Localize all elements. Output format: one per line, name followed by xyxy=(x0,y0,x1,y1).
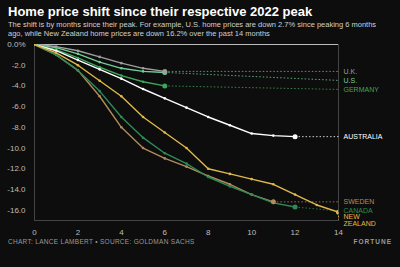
svg-text:0: 0 xyxy=(32,228,37,237)
svg-text:GERMANY: GERMANY xyxy=(344,86,380,93)
svg-text:AUSTRALIA: AUSTRALIA xyxy=(344,133,383,140)
svg-text:-6.0: -6.0 xyxy=(12,102,26,111)
svg-text:-10.0: -10.0 xyxy=(7,144,26,153)
svg-text:-2.0: -2.0 xyxy=(12,61,26,70)
html-text:FORTUNE: FORTUNE xyxy=(353,238,392,245)
svg-text:NEWZEALAND: NEWZEALAND xyxy=(344,213,376,227)
svg-text:SWEDEN: SWEDEN xyxy=(344,198,375,205)
svg-text:12: 12 xyxy=(291,228,300,237)
svg-text:4: 4 xyxy=(119,228,124,237)
svg-text:6: 6 xyxy=(163,228,168,237)
html-text:The shift is by months since t: The shift is by months since their peak.… xyxy=(8,20,377,38)
svg-text:-4.0: -4.0 xyxy=(12,81,26,90)
svg-text:U.S.: U.S. xyxy=(344,77,358,84)
svg-text:CANADA: CANADA xyxy=(343,207,373,215)
svg-text:8: 8 xyxy=(206,228,211,237)
svg-text:-8.0: -8.0 xyxy=(12,123,26,132)
svg-text:2: 2 xyxy=(76,228,81,237)
svg-text:U.K.: U.K. xyxy=(344,68,358,75)
svg-text:14: 14 xyxy=(334,228,343,237)
svg-text:10: 10 xyxy=(247,228,256,237)
svg-text:0.0%: 0.0% xyxy=(7,40,25,49)
svg-text:-12.0: -12.0 xyxy=(7,164,26,173)
svg-text:-16.0: -16.0 xyxy=(7,206,26,215)
html-text:CHART: LANCE LAMBERT • SOURCE:: CHART: LANCE LAMBERT • SOURCE: GOLDMAN S… xyxy=(8,238,195,245)
html-text:Home price shift since their r: Home price shift since their respective … xyxy=(8,4,313,19)
svg-text:-14.0: -14.0 xyxy=(7,185,26,194)
